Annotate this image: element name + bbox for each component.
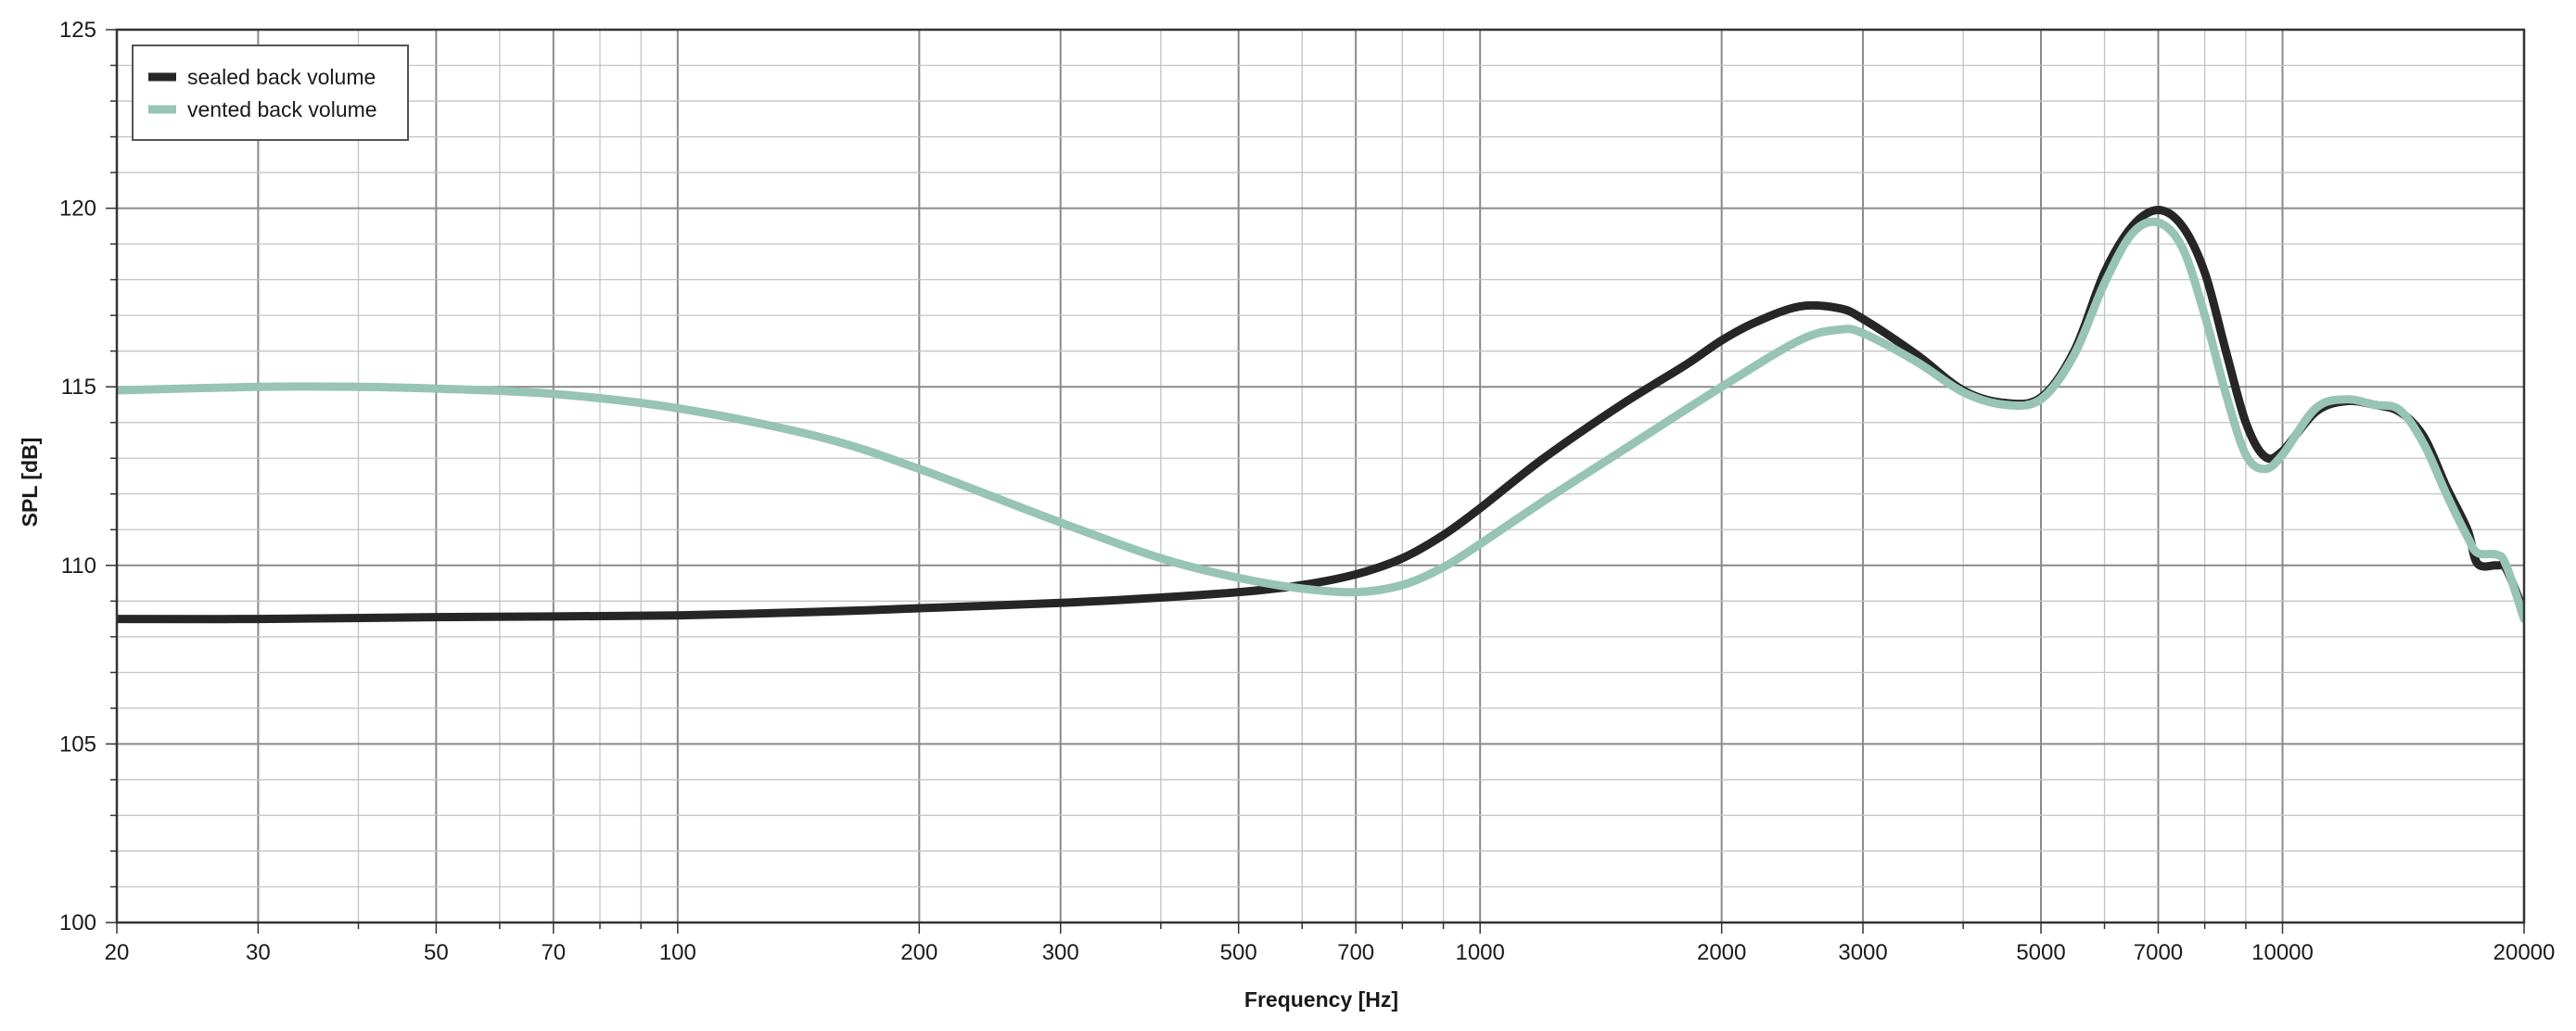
plot-frame: [115, 28, 2526, 924]
x-tick-label: 700: [1337, 940, 1374, 965]
x-tick-label: 30: [246, 940, 271, 965]
x-tick-label: 1000: [1455, 940, 1504, 965]
grid: [116, 29, 2525, 923]
x-tick-label: 100: [659, 940, 696, 965]
x-tick-label: 2000: [1697, 940, 1746, 965]
legend-label-vented: vented back volume: [187, 97, 377, 121]
y-tick-label: 100: [59, 910, 96, 936]
x-tick-label: 200: [900, 940, 937, 965]
tick-labels: 20 30 50 70 100 200 300 500 700 1000 2000 3000 5000 7…: [59, 18, 2555, 965]
plot-border: [115, 28, 2526, 924]
x-tick-label: 10000: [2251, 940, 2314, 965]
y-tick-label: 120: [59, 197, 96, 222]
y-tick-label: 105: [59, 732, 96, 757]
y-tick-label: 125: [59, 18, 96, 43]
legend-label-sealed: sealed back volume: [187, 65, 376, 89]
x-tick-label: 50: [424, 940, 449, 965]
x-tick-label: 7000: [2134, 940, 2183, 965]
x-tick-label: 70: [541, 940, 566, 965]
x-tick-label: 20000: [2493, 940, 2556, 965]
legend-box: [132, 45, 409, 141]
x-tick-label: 3000: [1838, 940, 1887, 965]
x-tick-label: 20: [105, 940, 130, 965]
x-tick-label: 5000: [2016, 940, 2065, 965]
y-axis-title: SPL [dB]: [18, 438, 42, 528]
y-tick-label: 110: [61, 554, 96, 579]
x-tick-label: 300: [1042, 940, 1079, 965]
x-axis-title: Frequency [Hz]: [1244, 987, 1398, 1012]
legend: sealed back volume vented back volume: [132, 45, 409, 141]
x-tick-label: 500: [1220, 940, 1257, 965]
series-line-vented: [117, 217, 2524, 624]
y-tick-label: 115: [61, 375, 96, 400]
series-lines: [117, 206, 2524, 624]
axis-ticks: [106, 29, 2525, 934]
series-line-sealed: [117, 206, 2524, 624]
